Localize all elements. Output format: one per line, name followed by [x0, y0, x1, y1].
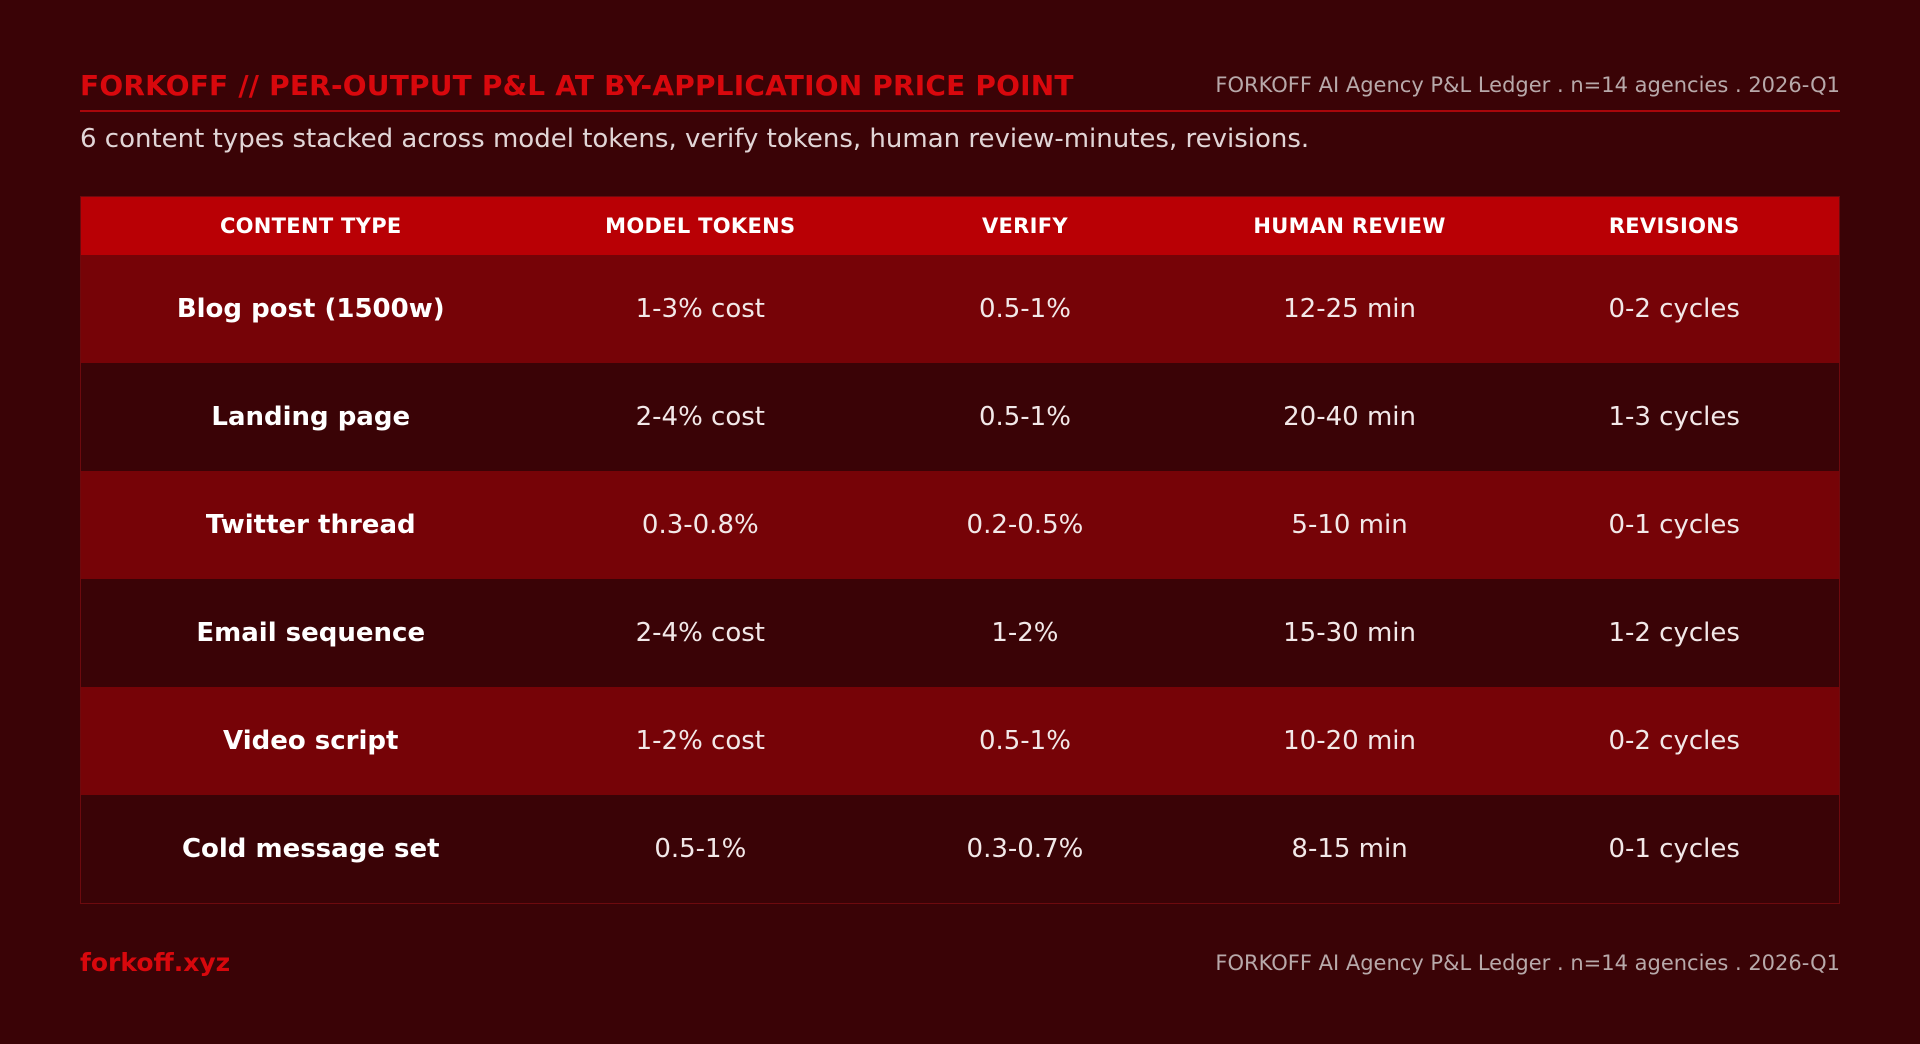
cell-human-review: 20-40 min — [1283, 402, 1416, 432]
cell-verify: 0.5-1% — [978, 726, 1071, 756]
cell-content-type: Cold message set — [181, 834, 440, 864]
column-header-verify: VERIFY — [981, 214, 1068, 238]
footer-brand-link[interactable]: forkoff.xyz — [80, 948, 231, 977]
footer-meta: FORKOFF AI Agency P&L Ledger . n=14 agen… — [1215, 951, 1840, 975]
column-header-human-review: HUMAN REVIEW — [1253, 214, 1446, 238]
cell-revisions: 0-1 cycles — [1608, 834, 1740, 864]
table-header-row: CONTENT TYPE MODEL TOKENS VERIFY HUMAN R… — [81, 197, 1839, 255]
cell-model-tokens: 2-4% cost — [635, 618, 765, 648]
cell-content-type: Twitter thread — [205, 510, 416, 540]
cell-verify: 0.5-1% — [978, 294, 1071, 324]
cell-revisions: 1-2 cycles — [1608, 618, 1740, 648]
cell-revisions: 1-3 cycles — [1608, 402, 1740, 432]
table-row: Landing page 2-4% cost 0.5-1% 20-40 min … — [81, 363, 1839, 471]
cell-content-type: Video script — [223, 726, 399, 756]
cell-verify: 0.2-0.5% — [966, 510, 1084, 540]
cell-verify: 1-2% — [991, 618, 1059, 648]
table-row: Cold message set 0.5-1% 0.3-0.7% 8-15 mi… — [81, 795, 1839, 903]
data-table: CONTENT TYPE MODEL TOKENS VERIFY HUMAN R… — [80, 196, 1840, 904]
cell-model-tokens: 1-2% cost — [635, 726, 765, 756]
cell-human-review: 15-30 min — [1283, 618, 1416, 648]
cell-model-tokens: 2-4% cost — [635, 402, 765, 432]
cell-content-type: Landing page — [211, 402, 411, 432]
table-row: Blog post (1500w) 1-3% cost 0.5-1% 12-25… — [81, 255, 1839, 363]
page-subtitle: 6 content types stacked across model tok… — [80, 124, 1310, 154]
cell-human-review: 5-10 min — [1291, 510, 1408, 540]
cell-model-tokens: 0.5-1% — [654, 834, 747, 864]
table-row: Email sequence 2-4% cost 1-2% 15-30 min … — [81, 579, 1839, 687]
cell-human-review: 10-20 min — [1283, 726, 1416, 756]
column-header-content-type: CONTENT TYPE — [219, 214, 402, 238]
column-header-revisions: REVISIONS — [1608, 214, 1740, 238]
cell-content-type: Blog post (1500w) — [176, 294, 445, 324]
table-row: Video script 1-2% cost 0.5-1% 10-20 min … — [81, 687, 1839, 795]
header-meta: FORKOFF AI Agency P&L Ledger . n=14 agen… — [1215, 73, 1840, 97]
header: FORKOFF // PER-OUTPUT P&L AT BY-APPLICAT… — [80, 60, 1840, 112]
cell-verify: 0.3-0.7% — [966, 834, 1084, 864]
cell-content-type: Email sequence — [196, 618, 426, 648]
table-row: Twitter thread 0.3-0.8% 0.2-0.5% 5-10 mi… — [81, 471, 1839, 579]
column-header-model-tokens: MODEL TOKENS — [605, 214, 796, 238]
cell-verify: 0.5-1% — [978, 402, 1071, 432]
cell-revisions: 0-2 cycles — [1608, 294, 1740, 324]
page-title: FORKOFF // PER-OUTPUT P&L AT BY-APPLICAT… — [80, 68, 1074, 102]
cell-model-tokens: 0.3-0.8% — [641, 510, 759, 540]
cell-model-tokens: 1-3% cost — [635, 294, 765, 324]
cell-human-review: 8-15 min — [1291, 834, 1408, 864]
cell-revisions: 0-2 cycles — [1608, 726, 1740, 756]
cell-human-review: 12-25 min — [1283, 294, 1416, 324]
cell-revisions: 0-1 cycles — [1608, 510, 1740, 540]
